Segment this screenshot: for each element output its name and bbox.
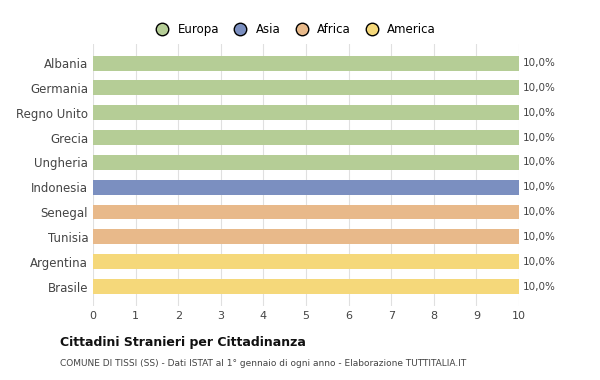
Bar [93,230,519,244]
Bar [93,55,519,71]
Bar [93,204,519,220]
Text: 10,0%: 10,0% [523,207,555,217]
Bar [93,254,519,269]
Legend: Europa, Asia, Africa, America: Europa, Asia, Africa, America [146,18,441,41]
Bar [93,279,519,294]
Bar [93,81,519,95]
Bar [93,155,519,170]
Bar [93,105,519,120]
Text: Cittadini Stranieri per Cittadinanza: Cittadini Stranieri per Cittadinanza [60,336,306,349]
Text: 10,0%: 10,0% [523,232,555,242]
Text: 10,0%: 10,0% [523,83,555,93]
Bar [93,130,519,145]
Text: 10,0%: 10,0% [523,257,555,267]
Text: COMUNE DI TISSI (SS) - Dati ISTAT al 1° gennaio di ogni anno - Elaborazione TUTT: COMUNE DI TISSI (SS) - Dati ISTAT al 1° … [60,359,466,368]
Text: 10,0%: 10,0% [523,157,555,167]
Text: 10,0%: 10,0% [523,133,555,142]
Text: 10,0%: 10,0% [523,182,555,192]
Text: 10,0%: 10,0% [523,108,555,118]
Text: 10,0%: 10,0% [523,58,555,68]
Bar [93,180,519,195]
Text: 10,0%: 10,0% [523,282,555,291]
